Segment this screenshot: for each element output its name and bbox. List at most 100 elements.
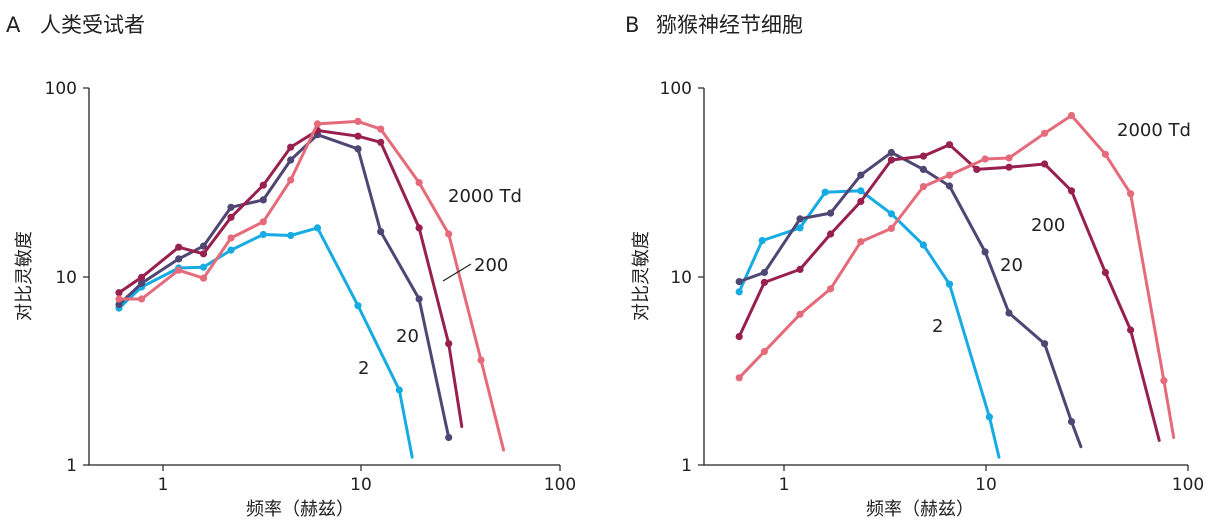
panel-b-point-200-3 — [827, 230, 835, 238]
panel-b-point-2000td-11 — [1067, 111, 1076, 120]
panel-b-point-20-2 — [796, 215, 804, 223]
panel-b-x-tick-label-1: 1 — [779, 475, 790, 495]
panel-b-point-2-0 — [735, 288, 743, 296]
panel-a-point-2000td-1 — [138, 295, 146, 303]
panel-a-point-2-8 — [354, 302, 362, 310]
panel-b-point-200-5 — [887, 156, 896, 164]
panel-a-point-20-5 — [259, 196, 267, 204]
panel-b-point-2000td-3 — [827, 285, 835, 293]
panel-a-y-tick-label-1: 1 — [66, 456, 77, 476]
panel-a-point-2-4 — [227, 246, 235, 254]
panel-a-point-20-4 — [227, 203, 235, 211]
panel-b-x-tick-label-100: 100 — [1172, 475, 1204, 495]
panel-b-point-20-10 — [1041, 340, 1049, 348]
panel-b-point-2000td-5 — [887, 224, 896, 232]
panel-a-point-200-4 — [227, 213, 235, 221]
panel-b-point-2000td-8 — [981, 155, 989, 163]
panel-a-point-2000td-5 — [259, 218, 267, 226]
panel-b-point-200-0 — [735, 333, 743, 341]
panel-b-point-2-3 — [821, 188, 829, 196]
panel-b-point-2-4 — [857, 187, 865, 195]
panel-a-x-tick-label-100: 100 — [544, 475, 576, 495]
panel-a-point-2000td-6 — [287, 176, 295, 184]
panel-a-point-200-8 — [354, 132, 362, 140]
panel-b-y-tick-label-10: 10 — [670, 268, 692, 288]
panel-b-point-20-4 — [857, 171, 865, 179]
panel-b-point-2000td-7 — [945, 171, 954, 179]
panel-b-point-200-8 — [973, 165, 981, 173]
panel-a-series-line-2 — [117, 226, 414, 459]
panel-a-y-tick-label-10: 10 — [55, 268, 77, 288]
panel-a-point-200-0 — [115, 289, 123, 297]
panel-b-series-layer — [735, 111, 1176, 459]
panel-b-series-line-2000td — [737, 114, 1176, 439]
panel-b-point-2000td-13 — [1127, 190, 1135, 198]
panel-b-point-200-9 — [1005, 163, 1013, 171]
panel-b-point-2000td-10 — [1041, 129, 1049, 137]
panel-b-point-20-3 — [827, 209, 835, 217]
panel-a-point-2000td-2 — [175, 266, 183, 274]
panel-b-point-2000td-9 — [1005, 154, 1013, 162]
panel-a-point-20-0 — [115, 300, 123, 309]
panel-b-label-2: 2 — [932, 316, 943, 337]
panel-a-point-20-1 — [138, 279, 146, 287]
panel-a-y-axis-title: 对比灵敏度 — [14, 231, 35, 321]
panel-b-point-200-11 — [1067, 187, 1076, 195]
panel-b-y-tick-label-1: 1 — [681, 456, 692, 476]
panel-a-point-2000td-11 — [445, 230, 453, 238]
panel-a-point-20-9 — [377, 228, 385, 236]
panel-a-point-2000td-7 — [313, 120, 322, 128]
panel-a-series-line-2000td — [117, 119, 506, 452]
panel-a-point-20-10 — [415, 295, 423, 303]
panel-b-point-2-1 — [758, 237, 766, 245]
panel-b-chart: B 猕猴神经节细胞 100 10 1 1 10 100 频率（赫兹） 对比灵敏度… — [625, 13, 1204, 520]
panel-b-point-2000td-6 — [919, 183, 928, 191]
panel-a-chart: A 人类受试者 100 10 1 1 10 100 频率（赫兹） 对比灵敏度 2… — [6, 13, 576, 520]
panel-b-point-2-2 — [796, 224, 804, 232]
panel-a-point-2-7 — [313, 224, 322, 232]
panel-b-title: 猕猴神经节细胞 — [656, 13, 803, 37]
panel-a-point-200-10 — [415, 224, 423, 232]
panel-b-point-20-9 — [1005, 309, 1013, 317]
panel-a-point-2000td-12 — [477, 356, 485, 364]
panel-a-point-20-2 — [175, 255, 183, 263]
panel-b-point-20-1 — [760, 268, 769, 277]
panel-a-point-2000td-3 — [199, 274, 208, 282]
panel-b-label-20: 20 — [1000, 255, 1023, 276]
panel-a-series-line-20 — [117, 133, 451, 439]
panel-b-point-2000td-1 — [760, 347, 769, 356]
panel-b-point-200-7 — [945, 141, 954, 149]
panel-a-point-200-11 — [445, 340, 453, 348]
panel-b-point-200-12 — [1101, 268, 1109, 277]
panel-a-letter: A — [6, 13, 21, 37]
panel-a-point-2000td-8 — [354, 117, 362, 125]
panel-b-label-200: 200 — [1031, 215, 1065, 236]
panel-a-point-2-6 — [287, 231, 295, 240]
panel-b-point-200-13 — [1127, 326, 1135, 334]
panel-a-point-2-5 — [259, 230, 267, 239]
panel-a-point-20-8 — [354, 145, 362, 153]
panel-a-series-layer — [115, 117, 506, 459]
panel-b-x-tick-label-10: 10 — [975, 475, 997, 495]
panel-a-y-tick-label-100: 100 — [45, 79, 77, 99]
panel-b-point-2000td-4 — [857, 238, 865, 246]
panel-a-point-2000td-4 — [227, 234, 235, 242]
panel-a-label-200: 200 — [474, 255, 508, 276]
panel-b-series-line-20 — [737, 151, 1083, 449]
panel-b-point-200-2 — [796, 265, 804, 273]
panel-a-label-2: 2 — [358, 358, 369, 379]
panel-a-point-200-1 — [138, 273, 146, 281]
panel-b-point-2-6 — [919, 241, 928, 249]
panel-a-title: 人类受试者 — [40, 13, 145, 37]
panel-b-x-axis-title: 频率（赫兹） — [866, 499, 974, 520]
panel-a-x-tick-label-1: 1 — [158, 475, 169, 495]
panel-a-point-200-2 — [175, 243, 183, 251]
panel-b-point-200-6 — [919, 152, 928, 160]
panel-b-letter: B — [625, 13, 639, 37]
panel-a-point-2000td-10 — [415, 179, 423, 187]
panel-a-point-200-5 — [259, 181, 267, 189]
panel-b-point-20-8 — [981, 248, 989, 256]
panel-a-point-2-3 — [199, 263, 208, 271]
panel-a-label-200-leader — [442, 263, 472, 282]
